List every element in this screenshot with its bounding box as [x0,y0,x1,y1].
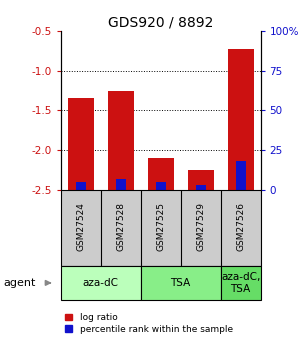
Text: TSA: TSA [171,278,191,288]
Bar [228,49,254,190]
Bar [148,158,174,190]
Text: agent: agent [3,278,35,288]
Legend: log ratio, percentile rank within the sample: log ratio, percentile rank within the sa… [65,313,233,334]
Bar [236,161,245,190]
Title: GDS920 / 8892: GDS920 / 8892 [108,16,213,30]
Bar [68,99,94,190]
Bar [61,266,141,300]
Text: GSM27525: GSM27525 [156,202,165,251]
Text: GSM27524: GSM27524 [76,202,85,250]
Bar [188,170,214,190]
Text: GSM27528: GSM27528 [116,202,125,251]
Text: aza-dC: aza-dC [83,278,118,288]
Text: aza-dC,
TSA: aza-dC, TSA [221,272,260,294]
Bar [108,90,134,190]
Bar [116,179,126,190]
Bar [221,266,261,300]
Bar [141,266,221,300]
Text: GSM27529: GSM27529 [196,202,205,251]
Text: GSM27526: GSM27526 [236,202,245,251]
Bar [76,182,85,190]
Bar [156,182,166,190]
Bar [196,185,205,190]
